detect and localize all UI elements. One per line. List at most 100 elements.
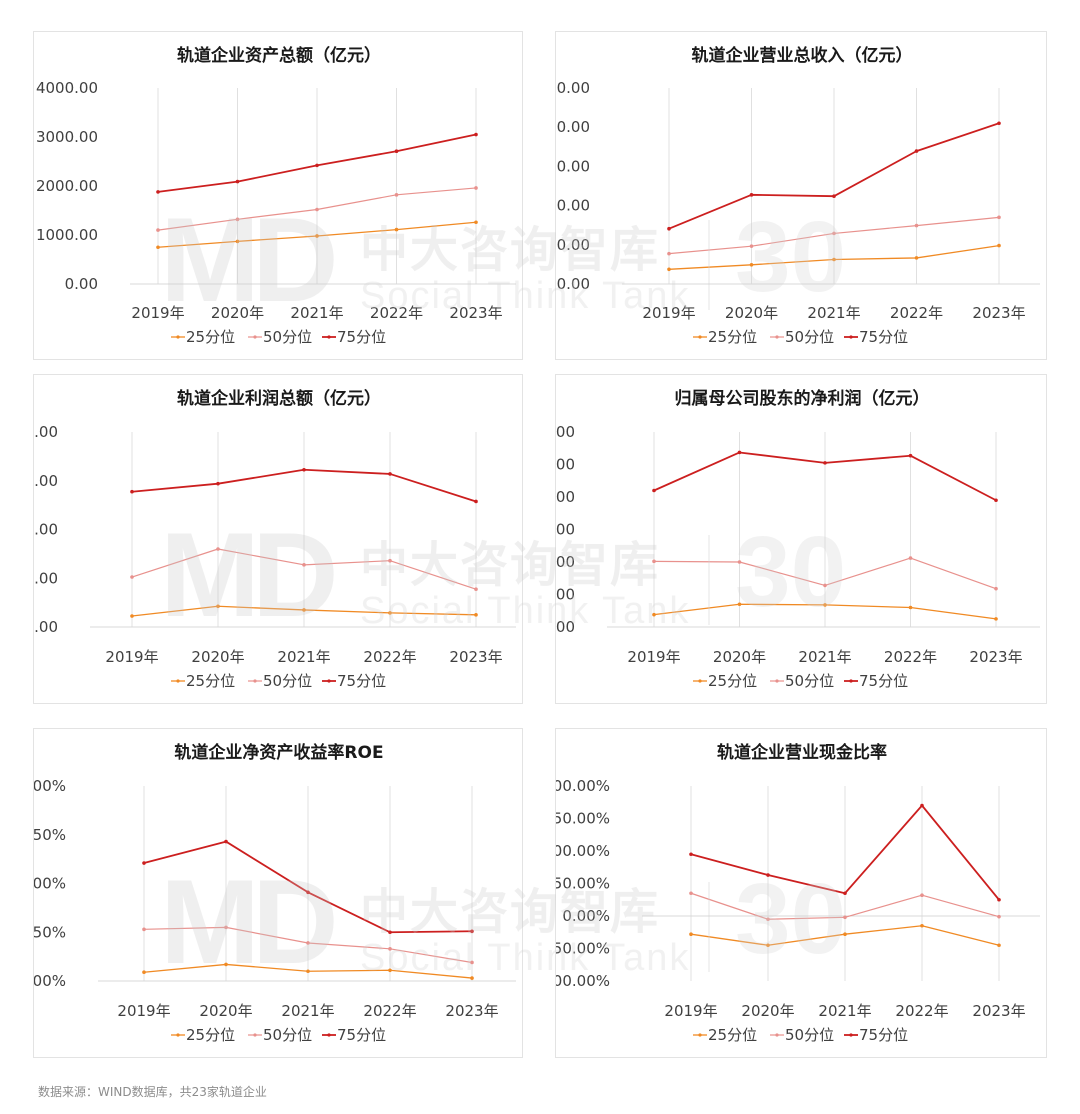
y-tick-label: -50.00% xyxy=(556,940,610,958)
data-point-p75 xyxy=(823,461,827,465)
data-point-p25 xyxy=(306,969,310,974)
legend-marker-p25 xyxy=(698,679,702,683)
x-tick-label: 2021年 xyxy=(281,1002,334,1020)
x-tick-label: 2023年 xyxy=(445,1002,498,1020)
x-tick-label: 2023年 xyxy=(449,304,502,322)
data-point-p25 xyxy=(470,976,474,980)
legend-marker-p75 xyxy=(849,1033,853,1037)
legend-marker-p75 xyxy=(327,679,331,683)
legend-marker-p25 xyxy=(176,335,180,339)
data-point-p50 xyxy=(832,231,836,236)
y-tick-label: 100.00 xyxy=(556,79,590,97)
data-point-p75 xyxy=(920,803,924,808)
chart-net-profit-parent: 归属母公司股东的净利润（亿元） 0.00 1.00 2.00 3.00 4.00 5.00 6… xyxy=(555,374,1047,704)
data-point-p75 xyxy=(994,498,998,503)
data-point-p25 xyxy=(920,923,924,928)
legend-marker-p50 xyxy=(253,679,257,683)
x-tick-label: 2022年 xyxy=(890,304,943,322)
legend-label-p75: 75分位 xyxy=(859,672,908,690)
chart-svg: 轨道企业资产总额（亿元） 0.00 1000.00 2000.00 3000.00 400… xyxy=(36,45,516,346)
data-point-p25 xyxy=(908,605,913,610)
y-tick-label: 80.00 xyxy=(556,118,590,136)
legend-label-p75: 75分位 xyxy=(337,672,386,690)
data-point-p25 xyxy=(130,614,134,618)
data-point-p50 xyxy=(474,186,478,190)
x-tick-label: 2021年 xyxy=(277,648,330,666)
data-point-p25 xyxy=(474,613,478,617)
legend-marker-p75 xyxy=(849,335,853,339)
data-point-p75 xyxy=(749,193,754,197)
data-point-p75 xyxy=(843,891,847,896)
y-tick-label: 4000.00 xyxy=(36,79,98,97)
x-tick-label: 2020年 xyxy=(191,648,244,666)
legend-label-p50: 50分位 xyxy=(785,672,834,690)
y-tick-label: 8.00 xyxy=(34,423,58,441)
legend-marker-p50 xyxy=(775,1033,779,1037)
data-point-p25 xyxy=(216,604,220,609)
data-point-p25 xyxy=(315,234,319,238)
source-note: 数据来源：WIND数据库，共23家轨道企业 xyxy=(38,1085,267,1099)
y-tick-label: 40.00 xyxy=(556,197,590,215)
chart-title: 轨道企业营业总收入（亿元） xyxy=(692,45,913,66)
x-tick-label: 2023年 xyxy=(449,648,502,666)
legend-label-p50: 50分位 xyxy=(785,328,834,346)
data-point-p25 xyxy=(302,608,306,612)
x-tick-label: 2020年 xyxy=(741,1002,794,1020)
data-point-p50 xyxy=(470,960,474,965)
data-point-p75 xyxy=(142,861,146,865)
data-point-p25 xyxy=(388,611,392,615)
legend-label-p25: 25分位 xyxy=(186,328,235,346)
data-point-p25 xyxy=(994,617,998,621)
legend-marker-p25 xyxy=(176,679,180,683)
x-tick-label: 2019年 xyxy=(664,1002,717,1020)
chart-title: 归属母公司股东的净利润（亿元） xyxy=(675,388,930,409)
chart-svg: 轨道企业利润总额（亿元） 0.00 2.00 4.00 6.00 8.00 2019年 202… xyxy=(34,388,516,690)
data-point-p25 xyxy=(843,932,847,936)
data-point-p75 xyxy=(474,132,478,137)
x-tick-label: 2020年 xyxy=(199,1002,252,1020)
y-tick-label: 2.00 xyxy=(34,569,58,587)
legend-label-p75: 75分位 xyxy=(337,328,386,346)
y-tick-label: 1.00 xyxy=(556,586,575,604)
y-tick-label: 1000.00 xyxy=(36,226,98,244)
y-tick-label: 6.00 xyxy=(34,472,58,490)
legend-marker-p50 xyxy=(253,1033,257,1037)
x-tick-label: 2021年 xyxy=(798,648,851,666)
data-point-p75 xyxy=(302,467,306,472)
data-point-p50 xyxy=(306,941,310,945)
chart-svg: 轨道企业营业现金比率 -100.00% -50.00% 0.00% 50.00% 100.… xyxy=(556,742,1040,1044)
chart-title: 轨道企业利润总额（亿元） xyxy=(177,388,381,409)
data-point-p75 xyxy=(216,481,220,486)
data-point-p25 xyxy=(689,932,693,936)
legend-marker-p75 xyxy=(327,335,331,339)
chart-svg: 轨道企业净资产收益率ROE 0.00% 0.50% 1.00% 1.50% 2.00% 20… xyxy=(34,742,516,1044)
data-point-p75 xyxy=(156,190,160,194)
x-tick-label: 2019年 xyxy=(105,648,158,666)
data-point-p25 xyxy=(997,243,1001,248)
y-tick-label: 6.00 xyxy=(556,423,575,441)
data-point-p50 xyxy=(689,891,693,896)
x-tick-label: 2023年 xyxy=(972,1002,1025,1020)
data-point-p50 xyxy=(315,207,319,212)
legend-marker-p50 xyxy=(775,335,779,339)
y-tick-label: 60.00 xyxy=(556,157,590,175)
data-point-p50 xyxy=(142,927,146,932)
y-tick-label: 5.00 xyxy=(556,456,575,474)
legend-label-p25: 25分位 xyxy=(708,328,757,346)
data-point-p25 xyxy=(652,612,656,617)
data-point-p75 xyxy=(652,488,656,493)
x-tick-label: 2020年 xyxy=(725,304,778,322)
y-tick-label: 200.00% xyxy=(556,777,610,795)
chart-title: 轨道企业营业现金比率 xyxy=(717,742,887,763)
data-point-p75 xyxy=(224,839,228,844)
y-tick-label: 1.50% xyxy=(34,826,66,844)
data-point-p75 xyxy=(394,149,399,154)
data-point-p50 xyxy=(652,559,656,564)
y-tick-label: 3000.00 xyxy=(36,128,98,146)
data-point-p50 xyxy=(156,228,160,232)
legend-label-p50: 50分位 xyxy=(263,672,312,690)
y-tick-label: 100.00% xyxy=(556,842,610,860)
data-point-p50 xyxy=(394,193,399,197)
legend-marker-p25 xyxy=(698,1033,702,1037)
data-point-p50 xyxy=(302,563,306,567)
